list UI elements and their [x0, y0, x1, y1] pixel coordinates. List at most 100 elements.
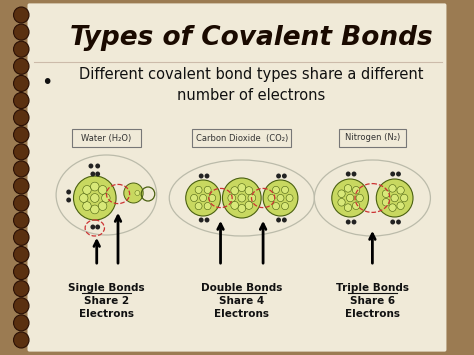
- Circle shape: [204, 186, 211, 193]
- FancyBboxPatch shape: [338, 129, 406, 147]
- Circle shape: [344, 204, 352, 212]
- Circle shape: [14, 195, 29, 211]
- Circle shape: [248, 194, 256, 202]
- Circle shape: [245, 201, 253, 209]
- Circle shape: [286, 195, 293, 202]
- Circle shape: [14, 246, 29, 262]
- Circle shape: [276, 218, 281, 223]
- Circle shape: [396, 171, 401, 176]
- Circle shape: [205, 174, 210, 179]
- Text: Triple Bonds: Triple Bonds: [336, 283, 409, 293]
- Circle shape: [338, 198, 345, 206]
- Circle shape: [390, 171, 395, 176]
- Circle shape: [204, 202, 211, 210]
- Circle shape: [14, 144, 29, 160]
- Circle shape: [338, 190, 345, 197]
- Circle shape: [14, 24, 29, 40]
- Circle shape: [91, 205, 99, 214]
- Text: Carbon Dioxide  (CO₂): Carbon Dioxide (CO₂): [196, 133, 288, 142]
- Text: Single Bonds: Single Bonds: [68, 283, 145, 293]
- Circle shape: [80, 193, 88, 202]
- Circle shape: [73, 176, 116, 220]
- FancyBboxPatch shape: [72, 129, 141, 147]
- Circle shape: [397, 186, 404, 194]
- Text: Double Bonds: Double Bonds: [201, 283, 283, 293]
- Circle shape: [99, 186, 107, 194]
- Circle shape: [238, 204, 246, 212]
- Circle shape: [238, 194, 246, 202]
- Circle shape: [91, 193, 99, 202]
- Circle shape: [376, 179, 413, 217]
- Circle shape: [389, 204, 396, 212]
- Circle shape: [277, 195, 284, 202]
- Circle shape: [401, 194, 408, 202]
- Circle shape: [282, 202, 289, 210]
- Circle shape: [282, 174, 287, 179]
- Circle shape: [356, 194, 364, 202]
- Circle shape: [346, 171, 351, 176]
- Circle shape: [383, 190, 390, 197]
- Circle shape: [391, 194, 398, 202]
- Circle shape: [352, 171, 356, 176]
- Circle shape: [389, 185, 396, 192]
- Circle shape: [82, 186, 91, 194]
- Circle shape: [14, 110, 29, 126]
- Circle shape: [14, 161, 29, 177]
- Circle shape: [276, 174, 281, 179]
- Circle shape: [245, 187, 253, 195]
- Circle shape: [124, 183, 143, 203]
- Circle shape: [228, 194, 236, 202]
- Circle shape: [14, 93, 29, 109]
- Circle shape: [89, 164, 93, 169]
- Circle shape: [195, 202, 202, 210]
- Text: Types of Covalent Bonds: Types of Covalent Bonds: [70, 25, 433, 51]
- Circle shape: [91, 171, 95, 176]
- Circle shape: [332, 179, 368, 217]
- Circle shape: [14, 212, 29, 228]
- Circle shape: [191, 195, 198, 202]
- Circle shape: [263, 180, 298, 216]
- Circle shape: [273, 202, 280, 210]
- Circle shape: [222, 178, 261, 218]
- Circle shape: [14, 315, 29, 331]
- Circle shape: [99, 202, 107, 211]
- Text: Different covalent bond types share a different
number of electrons: Different covalent bond types share a di…: [79, 67, 424, 103]
- Circle shape: [66, 190, 71, 195]
- FancyBboxPatch shape: [192, 129, 291, 147]
- Circle shape: [282, 186, 289, 193]
- Circle shape: [14, 58, 29, 74]
- Circle shape: [91, 182, 99, 191]
- Text: Nitrogen (N₂): Nitrogen (N₂): [345, 133, 400, 142]
- Text: Share 6: Share 6: [350, 296, 395, 306]
- Circle shape: [231, 201, 238, 209]
- Circle shape: [135, 191, 140, 196]
- Circle shape: [346, 194, 354, 202]
- Text: Electrons: Electrons: [79, 309, 134, 319]
- Circle shape: [14, 127, 29, 143]
- Circle shape: [14, 332, 29, 348]
- Circle shape: [101, 193, 110, 202]
- Circle shape: [353, 186, 360, 194]
- Circle shape: [238, 184, 246, 192]
- Circle shape: [95, 224, 100, 229]
- Circle shape: [231, 187, 238, 195]
- Circle shape: [199, 174, 204, 179]
- Circle shape: [390, 219, 395, 224]
- Circle shape: [14, 75, 29, 92]
- Text: •: •: [41, 73, 52, 93]
- Circle shape: [95, 171, 100, 176]
- Circle shape: [209, 195, 216, 202]
- Circle shape: [344, 185, 352, 192]
- Circle shape: [397, 202, 404, 209]
- Text: Water (H₂O): Water (H₂O): [81, 133, 131, 142]
- Circle shape: [91, 224, 95, 229]
- Circle shape: [205, 218, 210, 223]
- Circle shape: [353, 202, 360, 209]
- Circle shape: [14, 7, 29, 23]
- Circle shape: [82, 202, 91, 211]
- Circle shape: [14, 178, 29, 194]
- Circle shape: [14, 263, 29, 280]
- Text: Share 4: Share 4: [219, 296, 264, 306]
- Text: Share 2: Share 2: [84, 296, 129, 306]
- Circle shape: [14, 229, 29, 245]
